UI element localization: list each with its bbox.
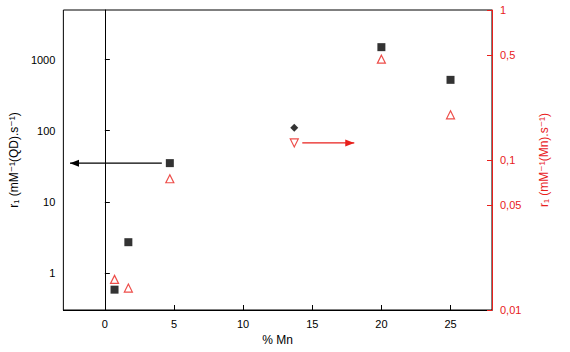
svg-text:% Mn: % Mn bbox=[262, 333, 293, 347]
svg-text:0: 0 bbox=[102, 318, 108, 330]
svg-text:10: 10 bbox=[237, 318, 249, 330]
svg-text:5: 5 bbox=[171, 318, 177, 330]
svg-text:100: 100 bbox=[37, 125, 55, 137]
svg-text:20: 20 bbox=[375, 318, 387, 330]
svg-text:0,05: 0,05 bbox=[500, 199, 521, 211]
svg-text:1: 1 bbox=[49, 267, 55, 279]
svg-text:r₁ (mM⁻¹(QD).s⁻¹): r₁ (mM⁻¹(QD).s⁻¹) bbox=[7, 112, 21, 207]
svg-text:0,1: 0,1 bbox=[500, 154, 515, 166]
svg-text:r₁ (mM⁻¹(Mn).s⁻¹): r₁ (mM⁻¹(Mn).s⁻¹) bbox=[537, 113, 551, 207]
svg-text:10: 10 bbox=[43, 196, 55, 208]
svg-text:1000: 1000 bbox=[31, 54, 55, 66]
svg-text:0,5: 0,5 bbox=[500, 49, 515, 61]
svg-text:25: 25 bbox=[444, 318, 456, 330]
svg-text:1: 1 bbox=[500, 4, 506, 16]
svg-text:0,01: 0,01 bbox=[500, 304, 521, 316]
svg-text:15: 15 bbox=[306, 318, 318, 330]
